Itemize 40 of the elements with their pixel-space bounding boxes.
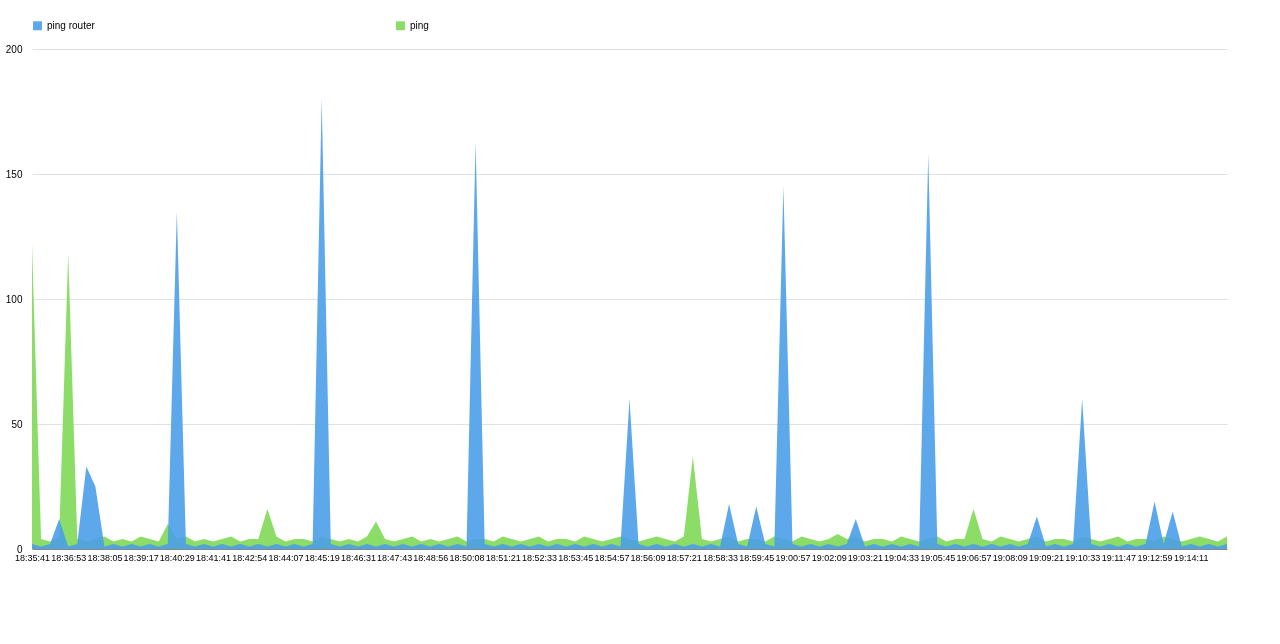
x-tick-label: 19:03:21 — [847, 552, 883, 563]
x-tick-label: 19:11:47 — [1101, 552, 1137, 563]
x-tick-label: 18:46:31 — [340, 552, 376, 563]
x-tick-label: 18:36:53 — [51, 552, 87, 563]
x-tick-label: 18:45:19 — [304, 552, 340, 563]
y-tick-label: 150 — [5, 168, 23, 180]
x-tick-label: 18:38:05 — [87, 552, 123, 563]
x-tick-label: 18:47:43 — [377, 552, 413, 563]
x-tick-label: 19:06:57 — [956, 552, 992, 563]
x-tick-label: 19:08:09 — [992, 552, 1028, 563]
x-tick-label: 18:56:09 — [630, 552, 666, 563]
x-tick-label: 18:58:33 — [703, 552, 739, 563]
y-tick-label: 200 — [5, 43, 23, 55]
x-tick-label: 19:10:33 — [1065, 552, 1101, 563]
x-tick-label: 18:57:21 — [666, 552, 702, 563]
x-tick-label: 19:00:57 — [775, 552, 811, 563]
legend-label: ping — [410, 19, 429, 31]
x-tick-label: 18:53:45 — [558, 552, 594, 563]
x-tick-label: 18:41:41 — [196, 552, 232, 563]
x-tick-label: 19:14:11 — [1174, 552, 1209, 563]
x-tick-label: 18:50:08 — [449, 552, 485, 563]
y-tick-label: 100 — [5, 293, 23, 305]
x-tick-label: 19:05:45 — [920, 552, 956, 563]
x-tick-label: 19:12:59 — [1137, 552, 1173, 563]
x-tick-label: 18:59:45 — [739, 552, 775, 563]
y-tick-label: 0 — [16, 543, 23, 555]
x-tick-label: 18:54:57 — [594, 552, 630, 563]
x-tick-label: 19:04:33 — [884, 552, 920, 563]
x-tick-label: 19:09:21 — [1028, 552, 1064, 563]
x-tick-label: 18:51:21 — [485, 552, 521, 563]
y-tick-label: 50 — [11, 418, 23, 430]
x-tick-label: 19:02:09 — [811, 552, 847, 563]
x-tick-label: 18:35:41 — [14, 552, 51, 563]
x-tick-label: 18:44:07 — [268, 552, 304, 563]
x-tick-label: 18:39:17 — [123, 552, 159, 563]
legend-label: ping router — [47, 19, 96, 31]
x-tick-label: 18:52:33 — [521, 552, 557, 563]
x-tick-label: 18:48:56 — [413, 552, 449, 563]
x-tick-label: 18:40:29 — [159, 552, 195, 563]
x-tick-label: 18:42:54 — [232, 552, 268, 563]
